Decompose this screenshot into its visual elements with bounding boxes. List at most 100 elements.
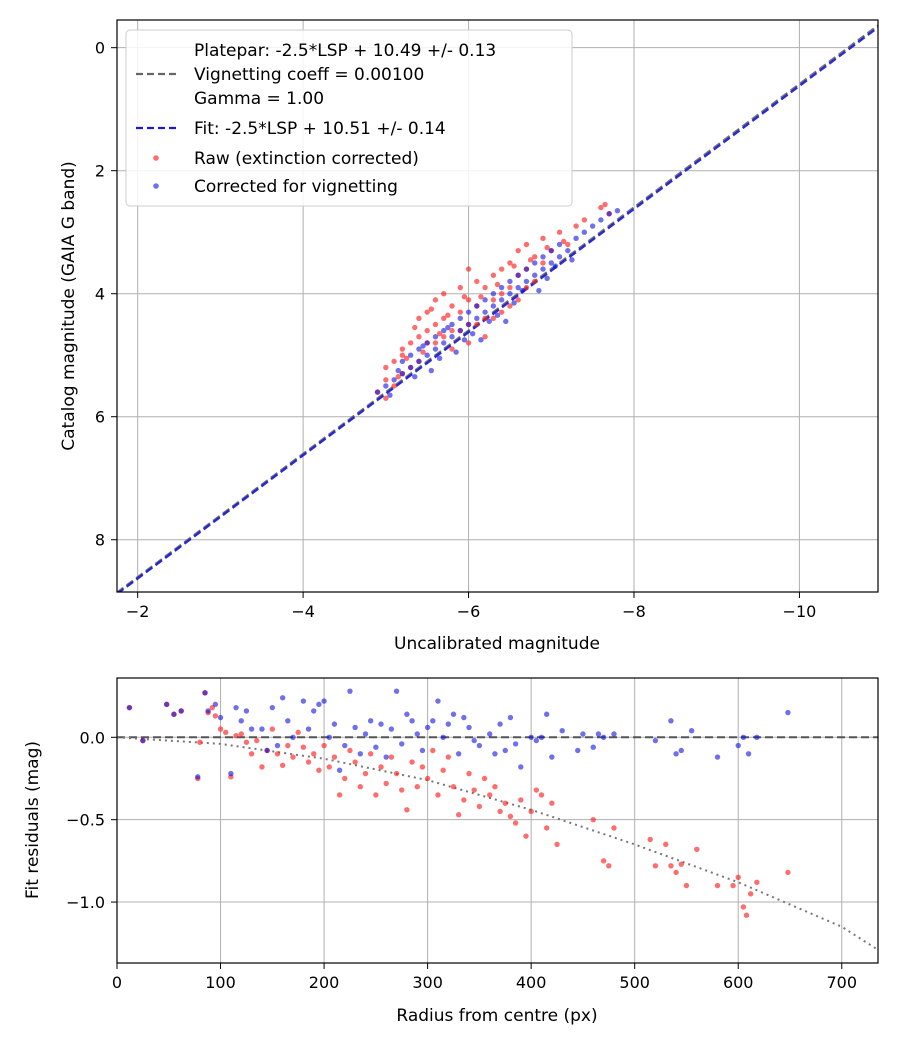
- bottom-corrected-point: [435, 698, 441, 704]
- bottom-corrected-point: [383, 754, 389, 760]
- bottom-corrected-point: [300, 698, 307, 704]
- top-series-raw: [374, 201, 612, 401]
- bottom-raw-point: [404, 807, 410, 813]
- bottom-raw-point: [373, 792, 379, 798]
- bottom-raw-point: [476, 803, 483, 810]
- top-raw-point: [527, 257, 534, 263]
- top-x-tick-label: −6: [457, 602, 481, 621]
- legend-raw-text: Raw (extinction corrected): [194, 149, 419, 169]
- bottom-raw-point: [730, 882, 736, 889]
- bottom-raw-point: [336, 792, 343, 798]
- top-corrected-point: [589, 223, 596, 229]
- bottom-corrected-point: [195, 774, 201, 780]
- bottom-corrected-point: [409, 718, 415, 724]
- bottom-corrected-point: [487, 731, 493, 737]
- bottom-raw-point: [367, 751, 374, 757]
- bottom-raw-point: [502, 800, 508, 806]
- top-raw-point: [424, 327, 430, 334]
- bottom-raw-point: [259, 764, 265, 770]
- top-raw-point: [391, 358, 397, 365]
- bottom-corrected-point: [668, 718, 674, 724]
- top-corrected-point: [383, 383, 389, 389]
- top-raw-point: [507, 284, 513, 291]
- bottom-corrected-point: [347, 688, 353, 694]
- top-corrected-point: [478, 337, 484, 343]
- top-y-axis-label: Catalog magnitude (GAIA G band): [59, 161, 79, 451]
- top-raw-point: [441, 290, 447, 297]
- top-corrected-point: [490, 303, 497, 309]
- bottom-corrected-point: [228, 770, 234, 777]
- bottom-raw-point: [466, 770, 472, 777]
- bottom-raw-point: [435, 792, 441, 798]
- bottom-series-corrected: [126, 688, 791, 780]
- bottom-raw-point: [248, 751, 255, 757]
- bottom-raw-point: [285, 742, 291, 749]
- top-raw-point: [556, 229, 563, 235]
- top-raw-point: [449, 303, 455, 309]
- bottom-raw-point: [357, 784, 364, 790]
- top-corrected-point: [482, 309, 488, 315]
- bottom-raw-point: [233, 732, 239, 739]
- bottom-raw-point: [487, 792, 493, 798]
- bottom-raw-point: [197, 739, 203, 745]
- top-corrected-point: [412, 374, 418, 380]
- top-corrected-point: [573, 235, 579, 242]
- top-corrected-point: [424, 340, 430, 346]
- top-raw-point: [416, 315, 422, 322]
- bottom-corrected-point: [575, 747, 581, 754]
- bottom-raw-point: [543, 825, 550, 831]
- bottom-raw-point: [647, 836, 653, 843]
- top-corrected-point: [498, 297, 505, 303]
- bottom-raw-point: [383, 780, 389, 787]
- top-raw-point: [449, 346, 455, 352]
- legend-fit-text: Fit: -2.5*LSP + 10.51 +/- 0.14: [194, 119, 446, 139]
- top-corrected-point: [432, 346, 439, 352]
- legend-raw-marker: [153, 155, 159, 161]
- top-raw-point: [395, 374, 401, 380]
- top-corrected-point: [536, 287, 542, 294]
- top-corrected-point: [387, 392, 393, 398]
- top-corrected-point: [416, 346, 422, 352]
- bottom-corrected-point: [378, 721, 384, 727]
- top-x-tick-label: −10: [783, 602, 817, 621]
- top-raw-point: [482, 284, 488, 291]
- bottom-raw-point: [378, 764, 384, 770]
- bottom-corrected-point: [373, 744, 379, 750]
- bottom-corrected-point: [450, 711, 457, 717]
- top-raw-point: [445, 312, 451, 318]
- bottom-corrected-point: [590, 744, 596, 750]
- top-raw-point: [507, 303, 513, 309]
- bottom-corrected-point: [502, 747, 508, 754]
- bottom-corrected-point: [688, 728, 695, 734]
- top-raw-point: [399, 346, 406, 352]
- bottom-corrected-point: [600, 734, 607, 741]
- top-corrected-point: [428, 367, 435, 374]
- top-corrected-point: [532, 260, 538, 266]
- bottom-y-tick-label: 0.0: [80, 728, 105, 747]
- bottom-raw-point: [663, 841, 669, 848]
- bottom-corrected-point: [243, 708, 250, 714]
- top-corrected-point: [540, 254, 546, 260]
- bottom-corrected-point: [507, 714, 514, 721]
- bottom-raw-point: [606, 863, 612, 869]
- top-raw-point: [383, 364, 389, 371]
- bottom-corrected-point: [233, 704, 239, 711]
- top-corrected-point: [395, 367, 401, 374]
- top-x-tick-label: −4: [291, 602, 315, 621]
- bottom-corrected-point: [678, 747, 684, 754]
- top-corrected-point: [548, 260, 554, 266]
- top-raw-point: [490, 315, 497, 322]
- top-raw-point: [457, 284, 463, 291]
- bottom-corrected-point: [559, 728, 565, 734]
- top-raw-point: [573, 223, 579, 229]
- bottom-raw-point: [243, 739, 250, 745]
- bottom-raw-point: [528, 808, 534, 815]
- top-corrected-point: [614, 207, 621, 214]
- bottom-corrected-point: [393, 688, 400, 694]
- bottom-corrected-point: [440, 734, 446, 741]
- bottom-raw-point: [554, 841, 560, 848]
- top-raw-point: [515, 247, 521, 254]
- bottom-corrected-point: [652, 737, 659, 744]
- top-y-tick-label: 8: [95, 531, 105, 550]
